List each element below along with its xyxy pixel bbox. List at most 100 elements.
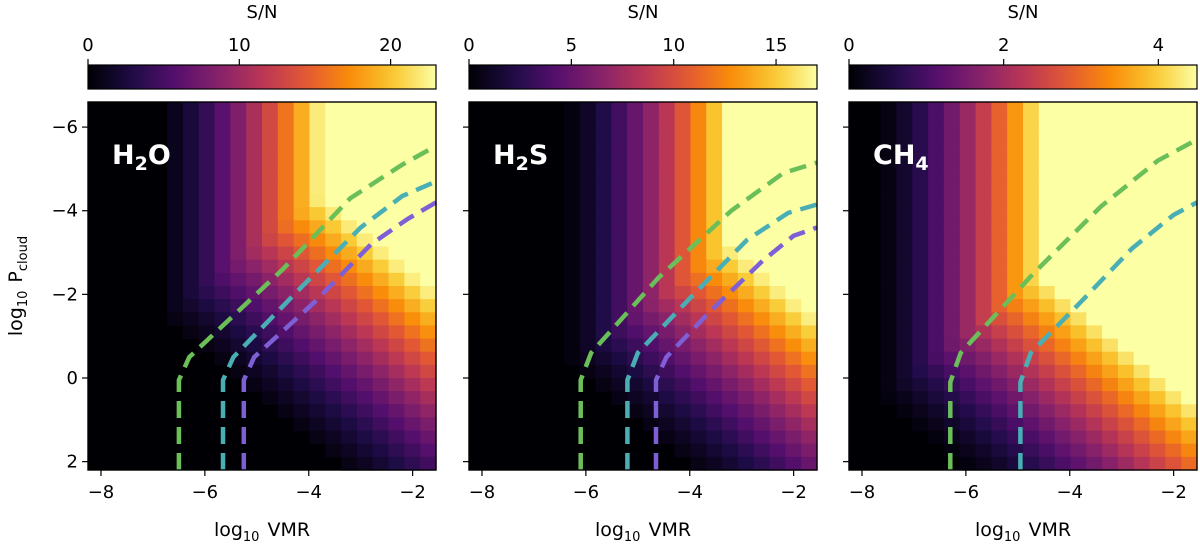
heatmap-cell: [277, 325, 295, 340]
heatmap-cell: [1102, 299, 1119, 313]
heatmap-cell: [341, 220, 358, 235]
heatmap-cell: [167, 207, 184, 221]
heatmap-cell: [341, 417, 358, 432]
heatmap-cell: [309, 404, 326, 419]
heatmap-cell: [404, 246, 421, 261]
heatmap-cell: [785, 417, 802, 432]
heatmap-cell: [1149, 272, 1166, 287]
heatmap-cell: [991, 272, 1008, 287]
heatmap-cell: [420, 417, 437, 432]
heatmap-cell: [880, 312, 898, 327]
heatmap-cell: [372, 194, 390, 208]
heatmap-cell: [167, 259, 184, 274]
heatmap-cell: [1102, 325, 1119, 340]
heatmap-cell: [896, 404, 913, 419]
heatmap-cell: [959, 443, 977, 458]
heatmap-cell: [785, 364, 802, 379]
heatmap-cell: [167, 154, 184, 169]
heatmap-cell: [1149, 443, 1166, 458]
heatmap-cell: [1070, 364, 1087, 379]
heatmap-cell: [753, 115, 771, 129]
heatmap-cell: [182, 286, 200, 300]
heatmap-cell: [627, 128, 644, 143]
heatmap-cell: [420, 286, 437, 300]
heatmap-cell: [1054, 233, 1072, 248]
heatmap-cell: [785, 286, 802, 300]
heatmap-cell: [706, 430, 723, 445]
heatmap-cell: [1165, 338, 1182, 353]
heatmap-cell: [1023, 286, 1040, 300]
heatmap-cell: [372, 417, 390, 432]
heatmap-cell: [643, 312, 660, 327]
heatmap-cell: [1117, 338, 1135, 353]
heatmap-cell: [277, 233, 295, 248]
heatmap-cell: [611, 115, 628, 129]
heatmap-cell: [1070, 286, 1087, 300]
heatmap-cell: [214, 180, 231, 195]
heatmap-cell: [1181, 417, 1198, 432]
heatmap-cell: [706, 456, 723, 471]
heatmap-cell: [706, 246, 723, 261]
heatmap-cell: [341, 246, 358, 261]
heatmap-cell: [341, 154, 358, 169]
heatmap-cell: [737, 128, 755, 143]
heatmap-cell: [1165, 194, 1182, 208]
heatmap-cell: [182, 180, 200, 195]
heatmap-cell: [1086, 391, 1103, 405]
heatmap-cell: [1133, 443, 1151, 458]
heatmap-cell: [1086, 167, 1103, 182]
heatmap-cell: [1102, 391, 1119, 405]
heatmap-cell: [230, 325, 247, 340]
heatmap-cell: [627, 102, 644, 116]
heatmap: [849, 102, 1198, 471]
heatmap-cell: [1038, 404, 1056, 419]
heatmap-cell: [959, 286, 977, 300]
heatmap-cell: [896, 364, 913, 379]
heatmap-cell: [356, 128, 374, 143]
heatmap-cell: [943, 128, 961, 143]
heatmap-cell: [1023, 338, 1040, 353]
heatmap-cell: [579, 246, 597, 261]
heatmap-cell: [182, 246, 200, 261]
heatmap-cell: [737, 286, 755, 300]
heatmap-cell: [595, 220, 612, 235]
heatmap-cell: [880, 286, 898, 300]
heatmap-cell: [975, 180, 992, 195]
heatmap-cell: [706, 364, 723, 379]
heatmap-cell: [880, 338, 898, 353]
heatmap-cell: [943, 154, 961, 169]
heatmap-cell: [991, 378, 1008, 392]
heatmap-cell: [1165, 351, 1182, 366]
heatmap-cell: [896, 325, 913, 340]
heatmap-cell: [1038, 430, 1056, 445]
heatmap-cell: [167, 312, 184, 327]
heatmap-cell: [309, 180, 326, 195]
heatmap-cell: [341, 128, 358, 143]
heatmap-cell: [1181, 325, 1198, 340]
heatmap-cell: [293, 154, 311, 169]
heatmap-cell: [896, 338, 913, 353]
heatmap-cell: [563, 286, 581, 300]
heatmap-cell: [1007, 115, 1024, 129]
heatmap-cell: [1054, 404, 1072, 419]
heatmap-cell: [737, 115, 755, 129]
x-tick-label: −4: [1056, 482, 1083, 503]
heatmap-cell: [167, 115, 184, 129]
heatmap-cell: [737, 220, 755, 235]
heatmap-cell: [356, 312, 374, 327]
heatmap-cell: [975, 391, 992, 405]
heatmap-cell: [959, 102, 977, 116]
contours: [948, 137, 1199, 470]
heatmap-cell: [309, 338, 326, 353]
heatmap-cell: [1165, 154, 1182, 169]
heatmap-cell: [1086, 180, 1103, 195]
heatmap-cell: [737, 404, 755, 419]
heatmap-cell: [404, 338, 421, 353]
y-ticks: −6 −4 −2 0 2: [51, 117, 88, 473]
heatmap-cell: [1117, 207, 1135, 221]
heatmap-cell: [959, 312, 977, 327]
heatmap-cell: [690, 115, 707, 129]
heatmap-cell: [182, 272, 200, 287]
heatmap-cell: [372, 378, 390, 392]
heatmap-cell: [658, 141, 676, 156]
